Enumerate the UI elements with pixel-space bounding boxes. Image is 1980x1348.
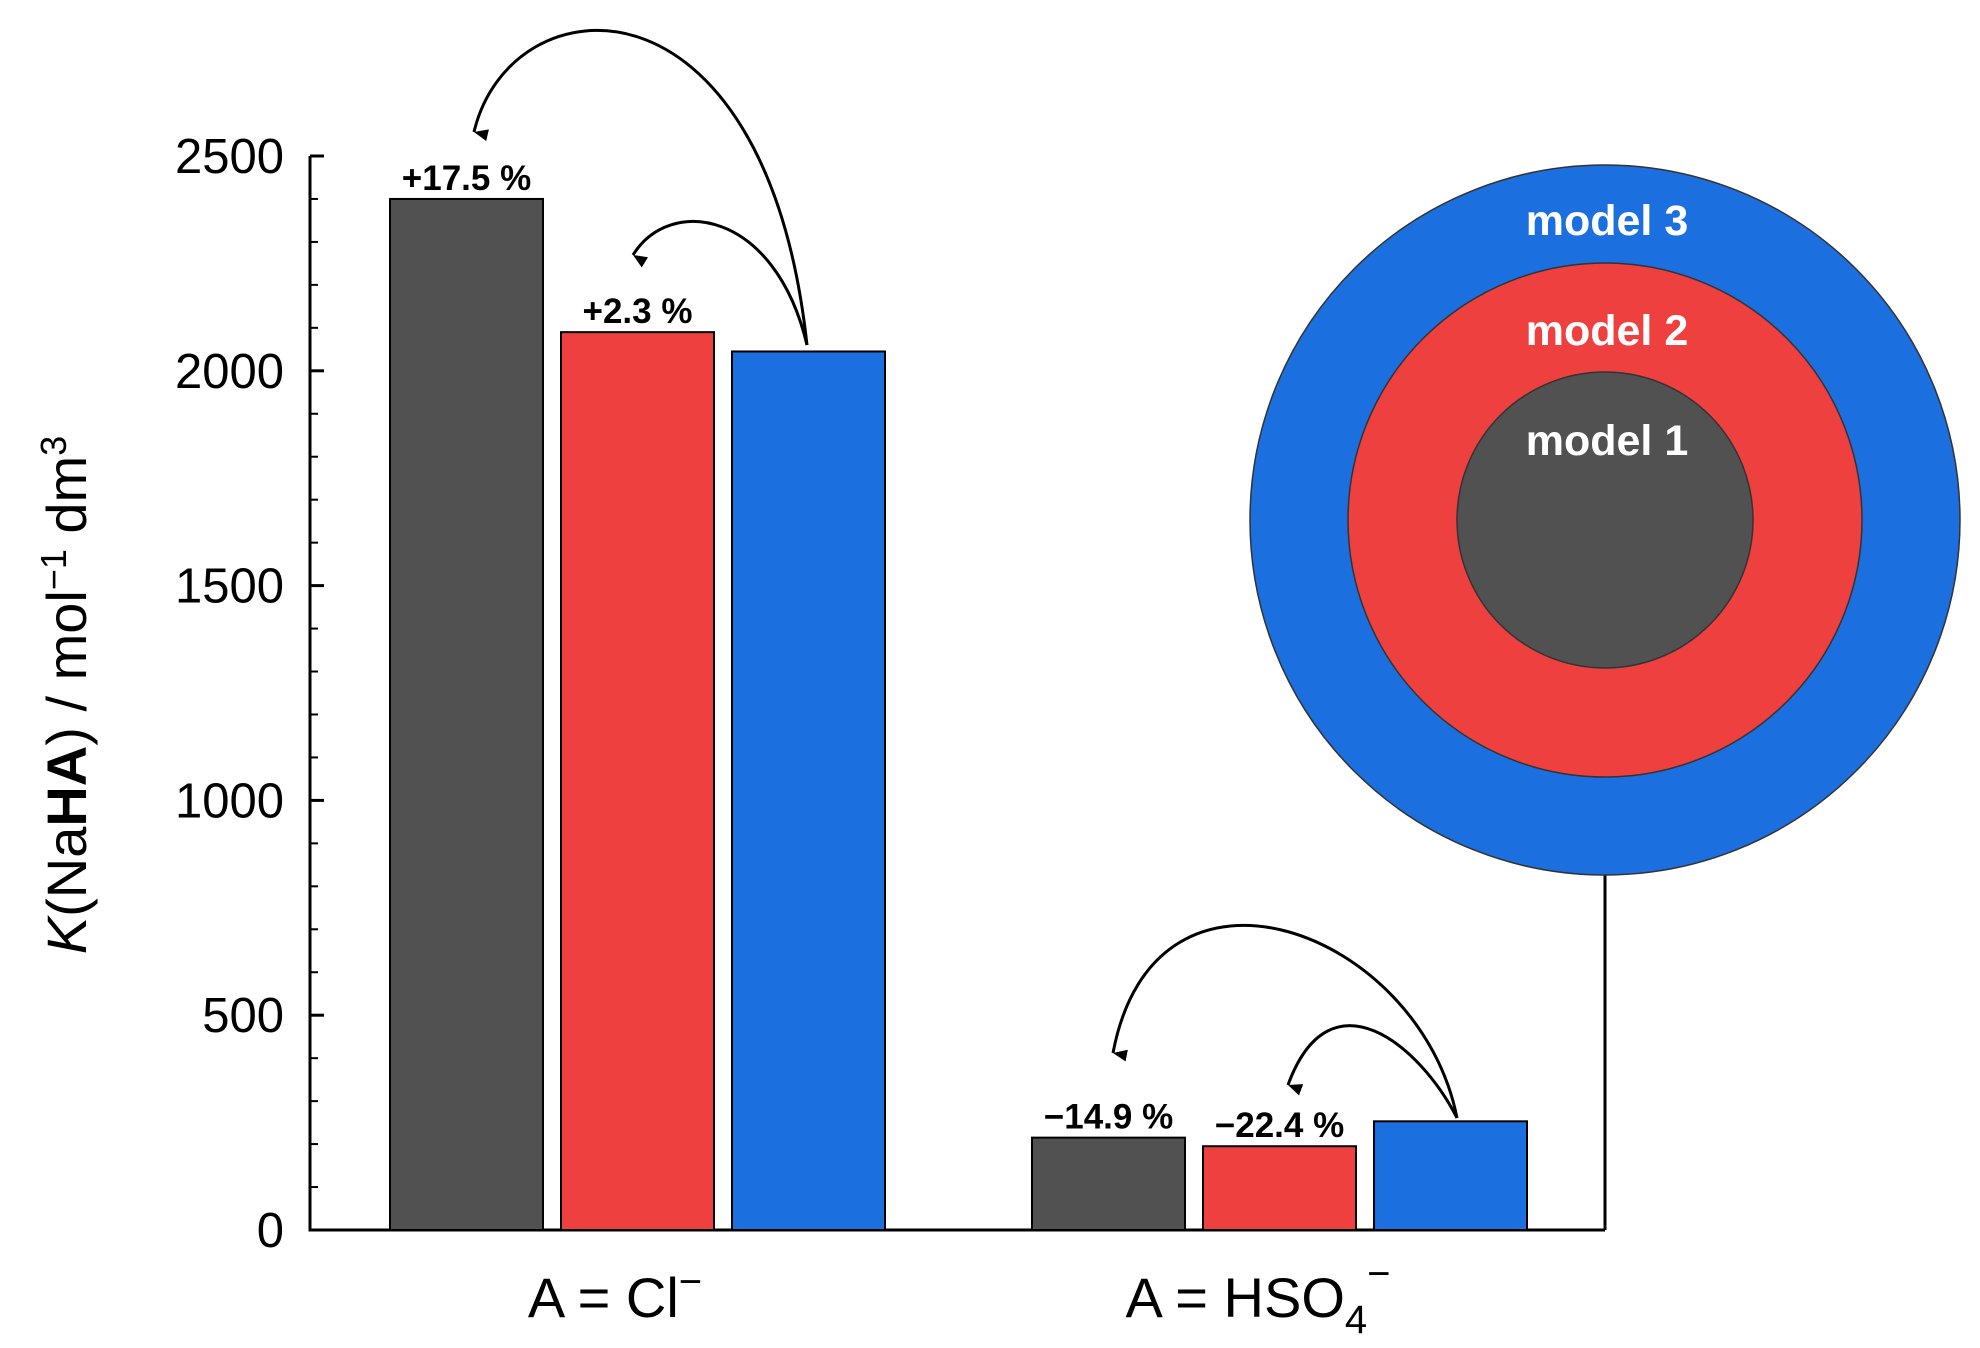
bar-1-1 [1202,1145,1357,1232]
arrow-cl-model3-to-model1 [472,28,809,346]
y-axis-title-ha: HA [35,746,98,827]
y-axis-title-sup2: 3 [33,436,74,456]
bar-0-0 [389,197,544,1232]
legend-label-model-3: model 3 [1526,197,1689,245]
category-label-cl-sup: − [679,1260,702,1304]
bar-1-0 [1031,1136,1186,1231]
legend-label-model-2: model 2 [1526,307,1689,355]
y-axis-title-k: K [35,914,98,954]
y-ticks: 0 500 1000 1500 2000 2500 [175,130,324,1258]
annotation-3: −22.4 % [1215,1106,1344,1145]
annotation-1: +2.3 % [583,292,693,331]
legend-label-model-1: model 1 [1526,417,1689,465]
category-label-hso4-sub: 4 [1345,1298,1367,1342]
bars [389,197,1528,1232]
y-axis-title: K(NaHA) / mol−1 dm3 [33,436,99,954]
y-axis-title-dm: dm [35,456,98,549]
bar-annotations: +17.5 % +2.3 % −14.9 % −22.4 % [402,159,1344,1145]
category-label-hso4: A = HSO4− [1125,1252,1390,1342]
y-tick-label-5: 2500 [175,130,284,184]
y-tick-label-0: 0 [257,1204,284,1258]
arrow-hso4-model3-to-model2 [1286,1024,1459,1119]
category-label-cl-main: A = Cl [528,1266,679,1329]
arrow-hso4-model3-to-model1 [1111,923,1459,1119]
category-label-hso4-sup: − [1367,1252,1390,1296]
y-tick-label-4: 2000 [175,345,284,399]
y-tick-label-1: 500 [202,989,284,1043]
annotation-0: +17.5 % [402,159,531,198]
y-axis-title-na: (Na [35,826,98,917]
legend: model 3 model 2 model 1 [1249,164,1961,1230]
legend-circle-model-1 [1456,371,1754,669]
category-label-cl: A = Cl− [528,1260,702,1329]
arrow-cl-model3-to-model2 [631,220,809,346]
y-axis-title-sup1: −1 [33,549,74,590]
y-tick-label-3: 1500 [175,560,284,614]
category-label-hso4-main: A = HSO [1125,1266,1344,1329]
bar-0-1 [560,331,715,1231]
bar-1-2 [1373,1120,1528,1231]
y-axis-title-mol: ) / mol [35,590,98,746]
arrows [472,28,1459,1119]
y-tick-label-2: 1000 [175,774,284,828]
annotation-2: −14.9 % [1044,1098,1173,1137]
bar-0-2 [731,350,886,1231]
